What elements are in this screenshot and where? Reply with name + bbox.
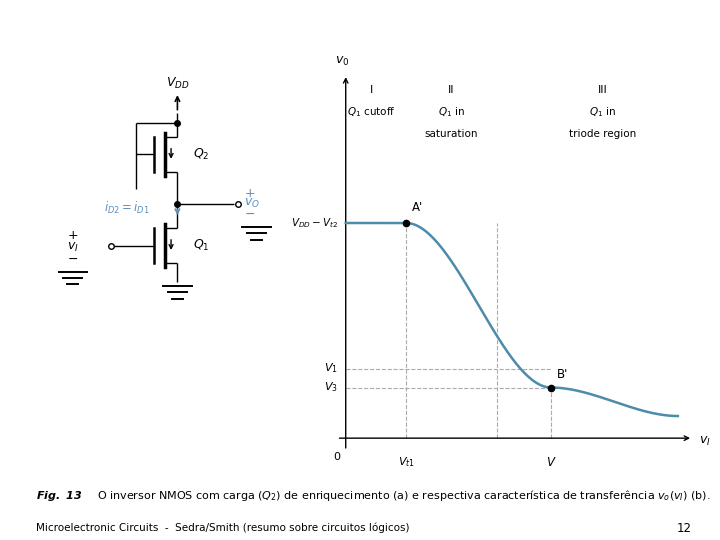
Text: $V_{DD}$: $V_{DD}$ bbox=[166, 76, 189, 91]
Text: A': A' bbox=[412, 200, 423, 213]
Text: II: II bbox=[448, 85, 454, 95]
Text: B': B' bbox=[557, 368, 569, 381]
Text: Microelectronic Circuits  -  Sedra/Smith (resumo sobre circuitos lógicos): Microelectronic Circuits - Sedra/Smith (… bbox=[36, 523, 410, 534]
Text: $0$: $0$ bbox=[333, 450, 341, 462]
Text: $+$: $+$ bbox=[244, 187, 255, 200]
Text: $v_I$: $v_I$ bbox=[67, 240, 78, 254]
Text: $i_{D2} = i_{D1}$: $i_{D2} = i_{D1}$ bbox=[104, 200, 150, 216]
Text: $Q_2$: $Q_2$ bbox=[193, 147, 210, 162]
Text: $V$: $V$ bbox=[546, 456, 557, 469]
Text: $V_{t1}$: $V_{t1}$ bbox=[397, 456, 415, 469]
Text: $v_0$: $v_0$ bbox=[336, 55, 350, 68]
Text: $+$: $+$ bbox=[67, 229, 78, 242]
Text: $Q_1$: $Q_1$ bbox=[193, 238, 210, 253]
Text: 12: 12 bbox=[676, 522, 691, 535]
Text: $V_1$: $V_1$ bbox=[324, 362, 338, 375]
Text: $\bfit{Fig.}$ $\bfit{13}$: $\bfit{Fig.}$ $\bfit{13}$ bbox=[36, 489, 82, 503]
Text: saturation: saturation bbox=[425, 130, 478, 139]
Text: $V_3$: $V_3$ bbox=[324, 381, 338, 394]
Text: triode region: triode region bbox=[569, 130, 636, 139]
Text: $v_O$: $v_O$ bbox=[244, 197, 260, 210]
Text: $v_I$: $v_I$ bbox=[699, 435, 711, 448]
Text: III: III bbox=[598, 85, 607, 95]
Text: $-$: $-$ bbox=[67, 252, 78, 265]
Text: O inversor NMOS com carga ($Q_2$) de enriquecimento (a) e respectiva característ: O inversor NMOS com carga ($Q_2$) de enr… bbox=[97, 488, 711, 503]
Text: $Q_1$ in: $Q_1$ in bbox=[589, 105, 616, 119]
Text: $Q_1$ cutoff: $Q_1$ cutoff bbox=[347, 105, 396, 119]
Text: $-$: $-$ bbox=[244, 207, 255, 220]
Text: $V_{DD}-V_{t2}$: $V_{DD}-V_{t2}$ bbox=[291, 216, 338, 230]
Text: $Q_1$ in: $Q_1$ in bbox=[438, 105, 465, 119]
Text: I: I bbox=[370, 85, 373, 95]
